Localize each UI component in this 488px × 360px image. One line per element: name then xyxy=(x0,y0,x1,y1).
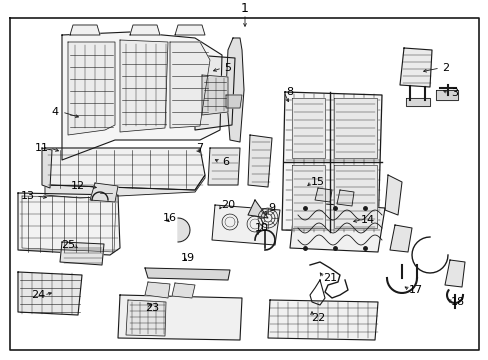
Polygon shape xyxy=(389,225,411,252)
Polygon shape xyxy=(60,242,104,265)
Text: 25: 25 xyxy=(61,240,75,250)
Text: 1: 1 xyxy=(241,1,248,14)
Polygon shape xyxy=(45,148,204,190)
Text: 12: 12 xyxy=(71,181,85,191)
Text: 4: 4 xyxy=(51,107,59,117)
Polygon shape xyxy=(289,202,384,252)
Polygon shape xyxy=(90,183,118,202)
Polygon shape xyxy=(18,272,82,315)
Polygon shape xyxy=(18,193,120,255)
Polygon shape xyxy=(247,200,267,218)
Polygon shape xyxy=(62,32,222,160)
Polygon shape xyxy=(195,55,235,130)
Polygon shape xyxy=(145,282,170,298)
Text: 9: 9 xyxy=(268,203,275,213)
Text: 5: 5 xyxy=(224,63,231,73)
Text: 8: 8 xyxy=(286,87,293,97)
Polygon shape xyxy=(175,25,204,35)
Text: 24: 24 xyxy=(31,290,45,300)
Text: 11: 11 xyxy=(35,143,49,153)
Text: 6: 6 xyxy=(222,157,229,167)
Polygon shape xyxy=(444,260,464,287)
Polygon shape xyxy=(333,98,376,158)
Polygon shape xyxy=(384,175,401,215)
Polygon shape xyxy=(405,98,429,106)
Polygon shape xyxy=(435,90,457,100)
Polygon shape xyxy=(120,40,168,132)
Text: 16: 16 xyxy=(163,213,177,223)
Polygon shape xyxy=(399,48,431,87)
Polygon shape xyxy=(170,42,209,128)
Text: 22: 22 xyxy=(310,313,325,323)
Polygon shape xyxy=(225,95,242,108)
Polygon shape xyxy=(42,148,52,188)
Text: 14: 14 xyxy=(360,215,374,225)
Polygon shape xyxy=(282,92,381,232)
Polygon shape xyxy=(68,42,115,135)
Text: 7: 7 xyxy=(196,143,203,153)
Text: 3: 3 xyxy=(450,88,458,98)
Polygon shape xyxy=(45,175,204,198)
Text: 10: 10 xyxy=(254,223,268,233)
Text: 13: 13 xyxy=(21,191,35,201)
Polygon shape xyxy=(333,165,376,228)
Text: 17: 17 xyxy=(408,285,422,295)
Text: 21: 21 xyxy=(322,273,336,283)
Text: 2: 2 xyxy=(442,63,448,73)
Polygon shape xyxy=(291,98,325,158)
Polygon shape xyxy=(202,75,227,115)
Text: 18: 18 xyxy=(450,297,464,307)
Polygon shape xyxy=(336,190,353,206)
Text: 19: 19 xyxy=(181,253,195,263)
Polygon shape xyxy=(207,148,240,185)
Polygon shape xyxy=(172,283,195,298)
Polygon shape xyxy=(247,135,271,187)
Polygon shape xyxy=(126,300,165,336)
Text: 20: 20 xyxy=(221,200,235,210)
Polygon shape xyxy=(294,185,319,202)
Polygon shape xyxy=(291,165,325,228)
Polygon shape xyxy=(70,25,100,35)
Polygon shape xyxy=(130,25,160,35)
Text: 15: 15 xyxy=(310,177,325,187)
Polygon shape xyxy=(145,268,229,280)
Polygon shape xyxy=(314,188,331,202)
Polygon shape xyxy=(267,300,377,340)
Polygon shape xyxy=(212,205,280,245)
Text: 23: 23 xyxy=(144,303,159,313)
Polygon shape xyxy=(178,218,190,242)
Polygon shape xyxy=(118,295,242,340)
Polygon shape xyxy=(10,18,478,350)
Polygon shape xyxy=(225,38,244,142)
